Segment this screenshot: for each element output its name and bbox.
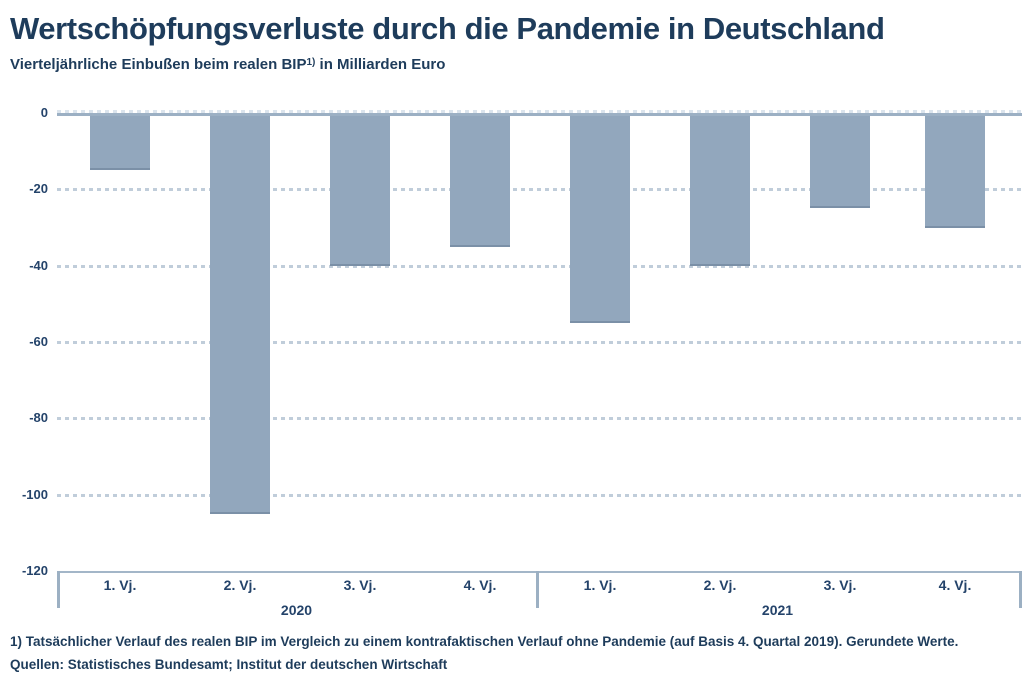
x-axis-bracket-tick-1 [536,571,539,608]
y-tick-label--80: -80 [29,410,48,426]
bar-2020-q3 [330,113,390,266]
x-tick-label-2021-q2: 2. Vj. [703,577,737,593]
x-tick-label-2021-q3: 3. Vj. [823,577,857,593]
x-tick-label-2021-q4: 4. Vj. [938,577,972,593]
x-tick-label-2020-q4: 4. Vj. [463,577,497,593]
bar-2021-q3 [810,113,870,208]
chart-subtitle-unit: in Milliarden Euro [315,56,446,73]
footnote-marker: 1) [306,57,316,68]
bar-2021-q1 [570,113,630,323]
x-group-label-2021: 2021 [761,602,794,618]
x-axis-bracket-tick-0 [57,571,60,608]
x-group-label-2020: 2020 [280,602,313,618]
chart-subtitle-text: Vierteljährliche Einbußen beim realen BI… [10,56,307,73]
y-tick-label--40: -40 [29,257,48,273]
chart-source: Quellen: Statistisches Bundesamt; Instit… [10,657,448,672]
x-axis-line [57,571,1022,573]
x-tick-label-2021-q1: 1. Vj. [583,577,617,593]
x-axis-bracket-tick-2 [1019,571,1022,608]
gridline--80 [57,417,1022,421]
zero-axis-line [57,113,1022,116]
chart-subtitle: Vierteljährliche Einbußen beim realen BI… [10,56,445,73]
y-tick-label--120: -120 [21,563,48,578]
y-tick-label--20: -20 [29,181,48,197]
bar-2020-q1 [90,113,150,170]
gridline--60 [57,341,1022,344]
y-tick-label--60: -60 [29,334,48,349]
gridline--100 [57,493,1022,497]
bar-2021-q4 [925,113,985,228]
gridline--20 [57,188,1022,192]
y-tick-label--100: -100 [21,486,48,502]
x-tick-label-2020-q2: 2. Vj. [223,577,257,593]
x-tick-label-2020-q1: 1. Vj. [103,577,137,593]
bar-2020-q2 [210,113,270,514]
bar-2021-q2 [690,113,750,266]
bar-2020-q4 [450,113,510,247]
chart-footnote: 1) Tatsächlicher Verlauf des realen BIP … [10,634,959,649]
gridline--40 [57,264,1022,268]
zero-gridline-dashes [57,110,1022,113]
x-tick-label-2020-q3: 3. Vj. [343,577,377,593]
chart-title: Wertschöpfungsverluste durch die Pandemi… [10,11,885,46]
y-tick-label-0: 0 [40,105,48,120]
